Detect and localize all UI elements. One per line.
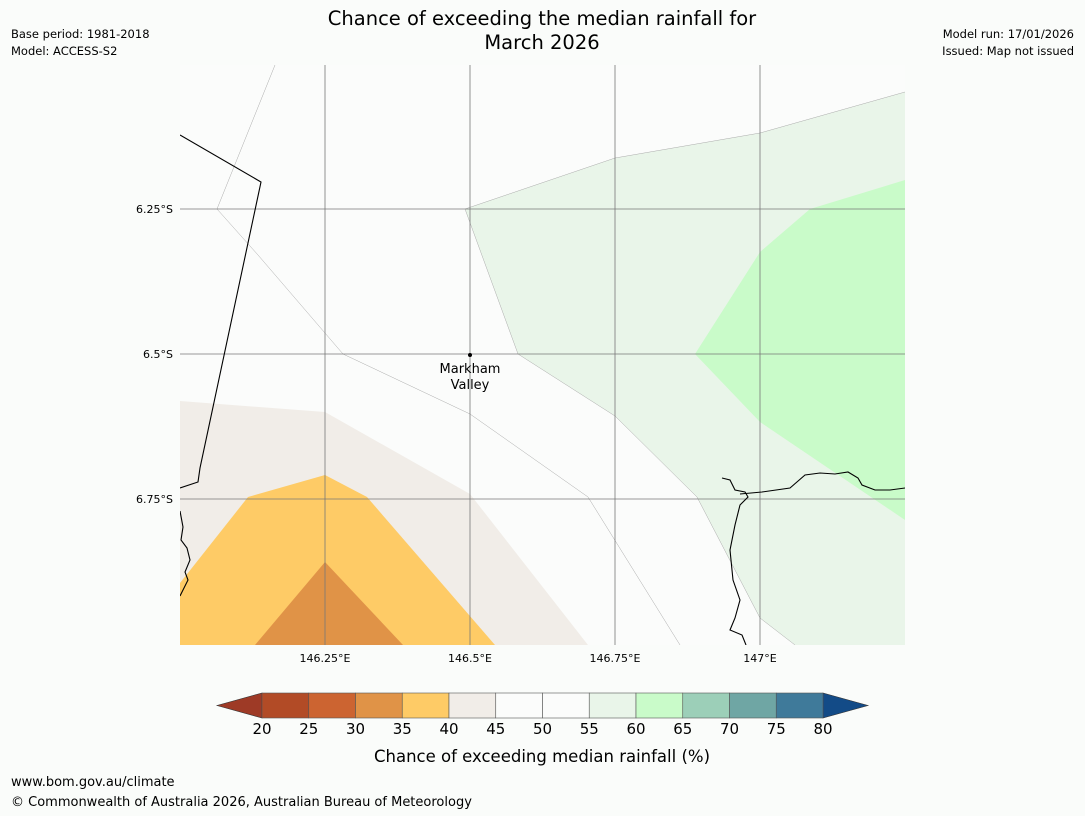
model-info: Base period: 1981-2018 Model: ACCESS-S2	[11, 26, 150, 60]
footer-url: www.bom.gov.au/climate	[11, 775, 175, 790]
colorbar-swatch	[495, 692, 543, 719]
model-name: Model: ACCESS-S2	[11, 44, 118, 58]
title-line-1: Chance of exceeding the median rainfall …	[327, 7, 757, 30]
colorbar-over-arrow	[822, 692, 870, 719]
colorbar: 20 25 30 35 40 45 50 55 60 65 70 75 80	[215, 692, 870, 738]
place-marker[interactable]	[468, 353, 472, 357]
colorbar-tick-label: 75	[767, 720, 786, 738]
colorbar-under-arrow	[215, 692, 263, 719]
colorbar-tick-label: 55	[580, 720, 599, 738]
lat-tick-label: 6.25°S	[136, 203, 173, 216]
colorbar-tick-label: 35	[393, 720, 412, 738]
colorbar-tick-label: 70	[720, 720, 739, 738]
region-30-35	[255, 562, 403, 645]
colorbar-tick-label: 20	[252, 720, 271, 738]
coastline-east	[721, 477, 749, 645]
colorbar-swatch	[635, 692, 684, 719]
colorbar-tick-label: 40	[439, 720, 458, 738]
colorbar-swatch	[308, 692, 356, 719]
colorbar-swatch	[448, 692, 497, 719]
issued-status: Issued: Map not issued	[942, 44, 1074, 58]
colorbar-tick-label: 25	[299, 720, 318, 738]
colorbar-tick-label: 80	[813, 720, 832, 738]
contour-line	[464, 208, 796, 645]
lon-tick-label: 146.25°E	[300, 652, 351, 665]
region-60-65	[695, 180, 905, 520]
colorbar-swatch	[261, 692, 310, 719]
base-period: Base period: 1981-2018	[11, 27, 150, 41]
page-title: Chance of exceeding the median rainfall …	[242, 7, 842, 55]
colorbar-tick-label: 30	[346, 720, 365, 738]
coastline-west	[180, 510, 191, 597]
title-line-2: March 2026	[484, 31, 600, 54]
place-label-line-1: Markham	[440, 362, 501, 377]
lon-tick-label: 146.5°E	[448, 652, 492, 665]
coastline-east-upper	[739, 471, 905, 495]
colorbar-swatch	[355, 692, 403, 719]
lon-tick-label: 147°E	[743, 652, 776, 665]
gridlines	[180, 65, 905, 645]
lon-tick-label: 146.75°E	[590, 652, 641, 665]
colorbar-swatch	[588, 692, 637, 719]
colorbar-tick-label: 65	[673, 720, 692, 738]
run-info: Model run: 17/01/2026 Issued: Map not is…	[942, 26, 1074, 60]
footer-copyright: © Commonwealth of Australia 2026, Austra…	[11, 795, 472, 810]
colorbar-swatch	[682, 692, 730, 719]
region-35-40	[180, 475, 495, 645]
place-label-line-2: Valley	[451, 378, 490, 393]
colorbar-swatch	[401, 692, 450, 719]
colorbar-label: Chance of exceeding median rainfall (%)	[374, 747, 710, 766]
border-line	[180, 134, 262, 489]
colorbar-tick-label: 60	[626, 720, 645, 738]
model-run: Model run: 17/01/2026	[942, 27, 1074, 41]
colorbar-tick-label: 50	[533, 720, 552, 738]
colorbar-swatch	[729, 692, 777, 719]
colorbar-tick-label: 45	[486, 720, 505, 738]
lat-tick-label: 6.5°S	[143, 348, 173, 361]
colorbar-swatch	[775, 692, 824, 719]
lat-tick-label: 6.75°S	[136, 493, 173, 506]
colorbar-swatch	[542, 692, 590, 719]
contour-line	[464, 91, 905, 210]
